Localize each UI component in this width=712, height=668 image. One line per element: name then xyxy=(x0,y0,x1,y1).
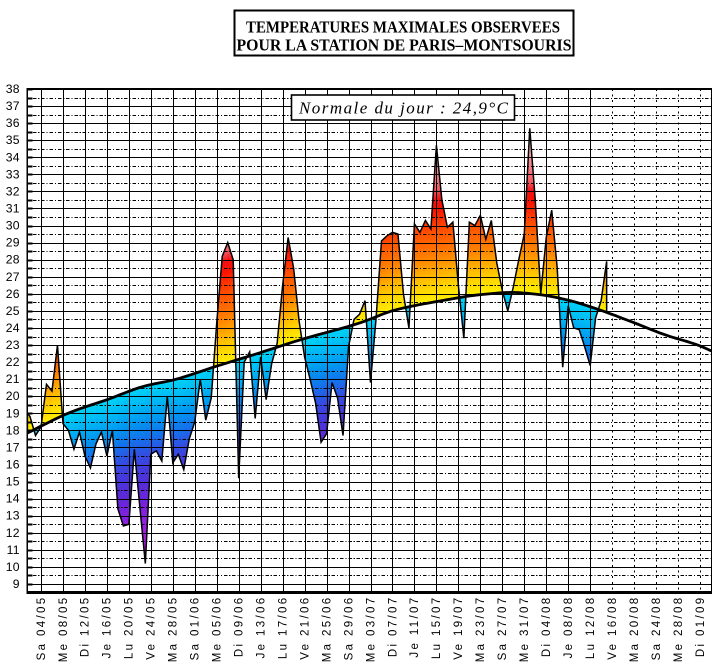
svg-text:Lu 15/07: Lu 15/07 xyxy=(431,596,443,660)
svg-text:37: 37 xyxy=(6,99,20,113)
svg-text:POUR LA STATION DE PARIS–MONTS: POUR LA STATION DE PARIS–MONTSOURIS xyxy=(237,35,572,54)
svg-text:Di 12/05: Di 12/05 xyxy=(80,596,92,658)
svg-text:Ma 23/07: Ma 23/07 xyxy=(475,596,487,663)
svg-text:20: 20 xyxy=(6,389,20,403)
svg-text:Di 09/06: Di 09/06 xyxy=(233,596,245,658)
svg-text:Me 31/07: Me 31/07 xyxy=(519,596,531,663)
svg-text:Di 07/07: Di 07/07 xyxy=(387,596,399,658)
svg-text:Me 28/08: Me 28/08 xyxy=(673,596,685,663)
svg-text:Sa 27/07: Sa 27/07 xyxy=(497,596,509,661)
svg-text:Sa 29/06: Sa 29/06 xyxy=(343,596,355,661)
svg-text:21: 21 xyxy=(6,372,20,386)
svg-text:14: 14 xyxy=(6,492,20,506)
svg-text:29: 29 xyxy=(6,236,20,250)
svg-text:Normale du jour : 24,9°C: Normale du jour : 24,9°C xyxy=(298,98,509,117)
svg-text:25: 25 xyxy=(6,304,20,318)
svg-text:Ve 19/07: Ve 19/07 xyxy=(453,596,465,660)
svg-text:Ma 28/05: Ma 28/05 xyxy=(168,596,180,663)
svg-text:Je 13/06: Je 13/06 xyxy=(255,596,267,659)
svg-text:Sa 24/08: Sa 24/08 xyxy=(651,596,663,661)
svg-text:10: 10 xyxy=(6,560,20,574)
svg-text:17: 17 xyxy=(6,440,20,454)
svg-text:15: 15 xyxy=(6,475,20,489)
svg-text:27: 27 xyxy=(6,270,20,284)
svg-text:38: 38 xyxy=(6,82,20,96)
svg-text:33: 33 xyxy=(6,167,20,181)
svg-text:23: 23 xyxy=(6,338,20,352)
svg-text:Me 08/05: Me 08/05 xyxy=(58,596,70,663)
svg-text:13: 13 xyxy=(6,509,20,523)
svg-text:Je 11/07: Je 11/07 xyxy=(409,596,421,658)
svg-text:Lu 12/08: Lu 12/08 xyxy=(585,596,597,660)
svg-text:19: 19 xyxy=(6,406,20,420)
svg-text:Me 03/07: Me 03/07 xyxy=(365,596,377,663)
svg-text:Ve 24/05: Ve 24/05 xyxy=(146,596,158,660)
svg-text:Me 05/06: Me 05/06 xyxy=(212,596,224,663)
svg-text:Je 16/05: Je 16/05 xyxy=(102,596,114,659)
svg-text:24: 24 xyxy=(6,321,20,335)
svg-text:Lu 20/05: Lu 20/05 xyxy=(124,596,136,660)
svg-text:Ma 25/06: Ma 25/06 xyxy=(321,596,333,663)
svg-text:Lu 17/06: Lu 17/06 xyxy=(277,596,289,660)
svg-text:35: 35 xyxy=(6,133,20,147)
svg-text:Ma 20/08: Ma 20/08 xyxy=(629,596,641,663)
svg-text:Ve 21/06: Ve 21/06 xyxy=(299,596,311,660)
svg-text:Ve 16/08: Ve 16/08 xyxy=(607,596,619,660)
svg-text:12: 12 xyxy=(6,526,20,540)
svg-text:Di 01/09: Di 01/09 xyxy=(695,596,707,658)
svg-text:TEMPERATURES MAXIMALES OBSERVE: TEMPERATURES MAXIMALES OBSERVEES xyxy=(246,18,560,37)
svg-text:Sa 01/06: Sa 01/06 xyxy=(190,596,202,661)
svg-text:Sa 04/05: Sa 04/05 xyxy=(36,596,48,661)
svg-text:36: 36 xyxy=(6,116,20,130)
svg-text:9: 9 xyxy=(13,577,20,591)
svg-text:11: 11 xyxy=(7,543,20,557)
svg-text:30: 30 xyxy=(6,219,20,233)
svg-text:32: 32 xyxy=(6,184,20,198)
svg-text:28: 28 xyxy=(6,253,20,267)
svg-text:26: 26 xyxy=(6,287,20,301)
svg-text:31: 31 xyxy=(6,201,20,215)
svg-text:Je 08/08: Je 08/08 xyxy=(563,596,575,659)
svg-text:Di 04/08: Di 04/08 xyxy=(541,596,553,658)
svg-text:22: 22 xyxy=(6,355,20,369)
svg-text:34: 34 xyxy=(6,150,20,164)
svg-text:18: 18 xyxy=(6,423,20,437)
svg-text:16: 16 xyxy=(6,457,20,471)
